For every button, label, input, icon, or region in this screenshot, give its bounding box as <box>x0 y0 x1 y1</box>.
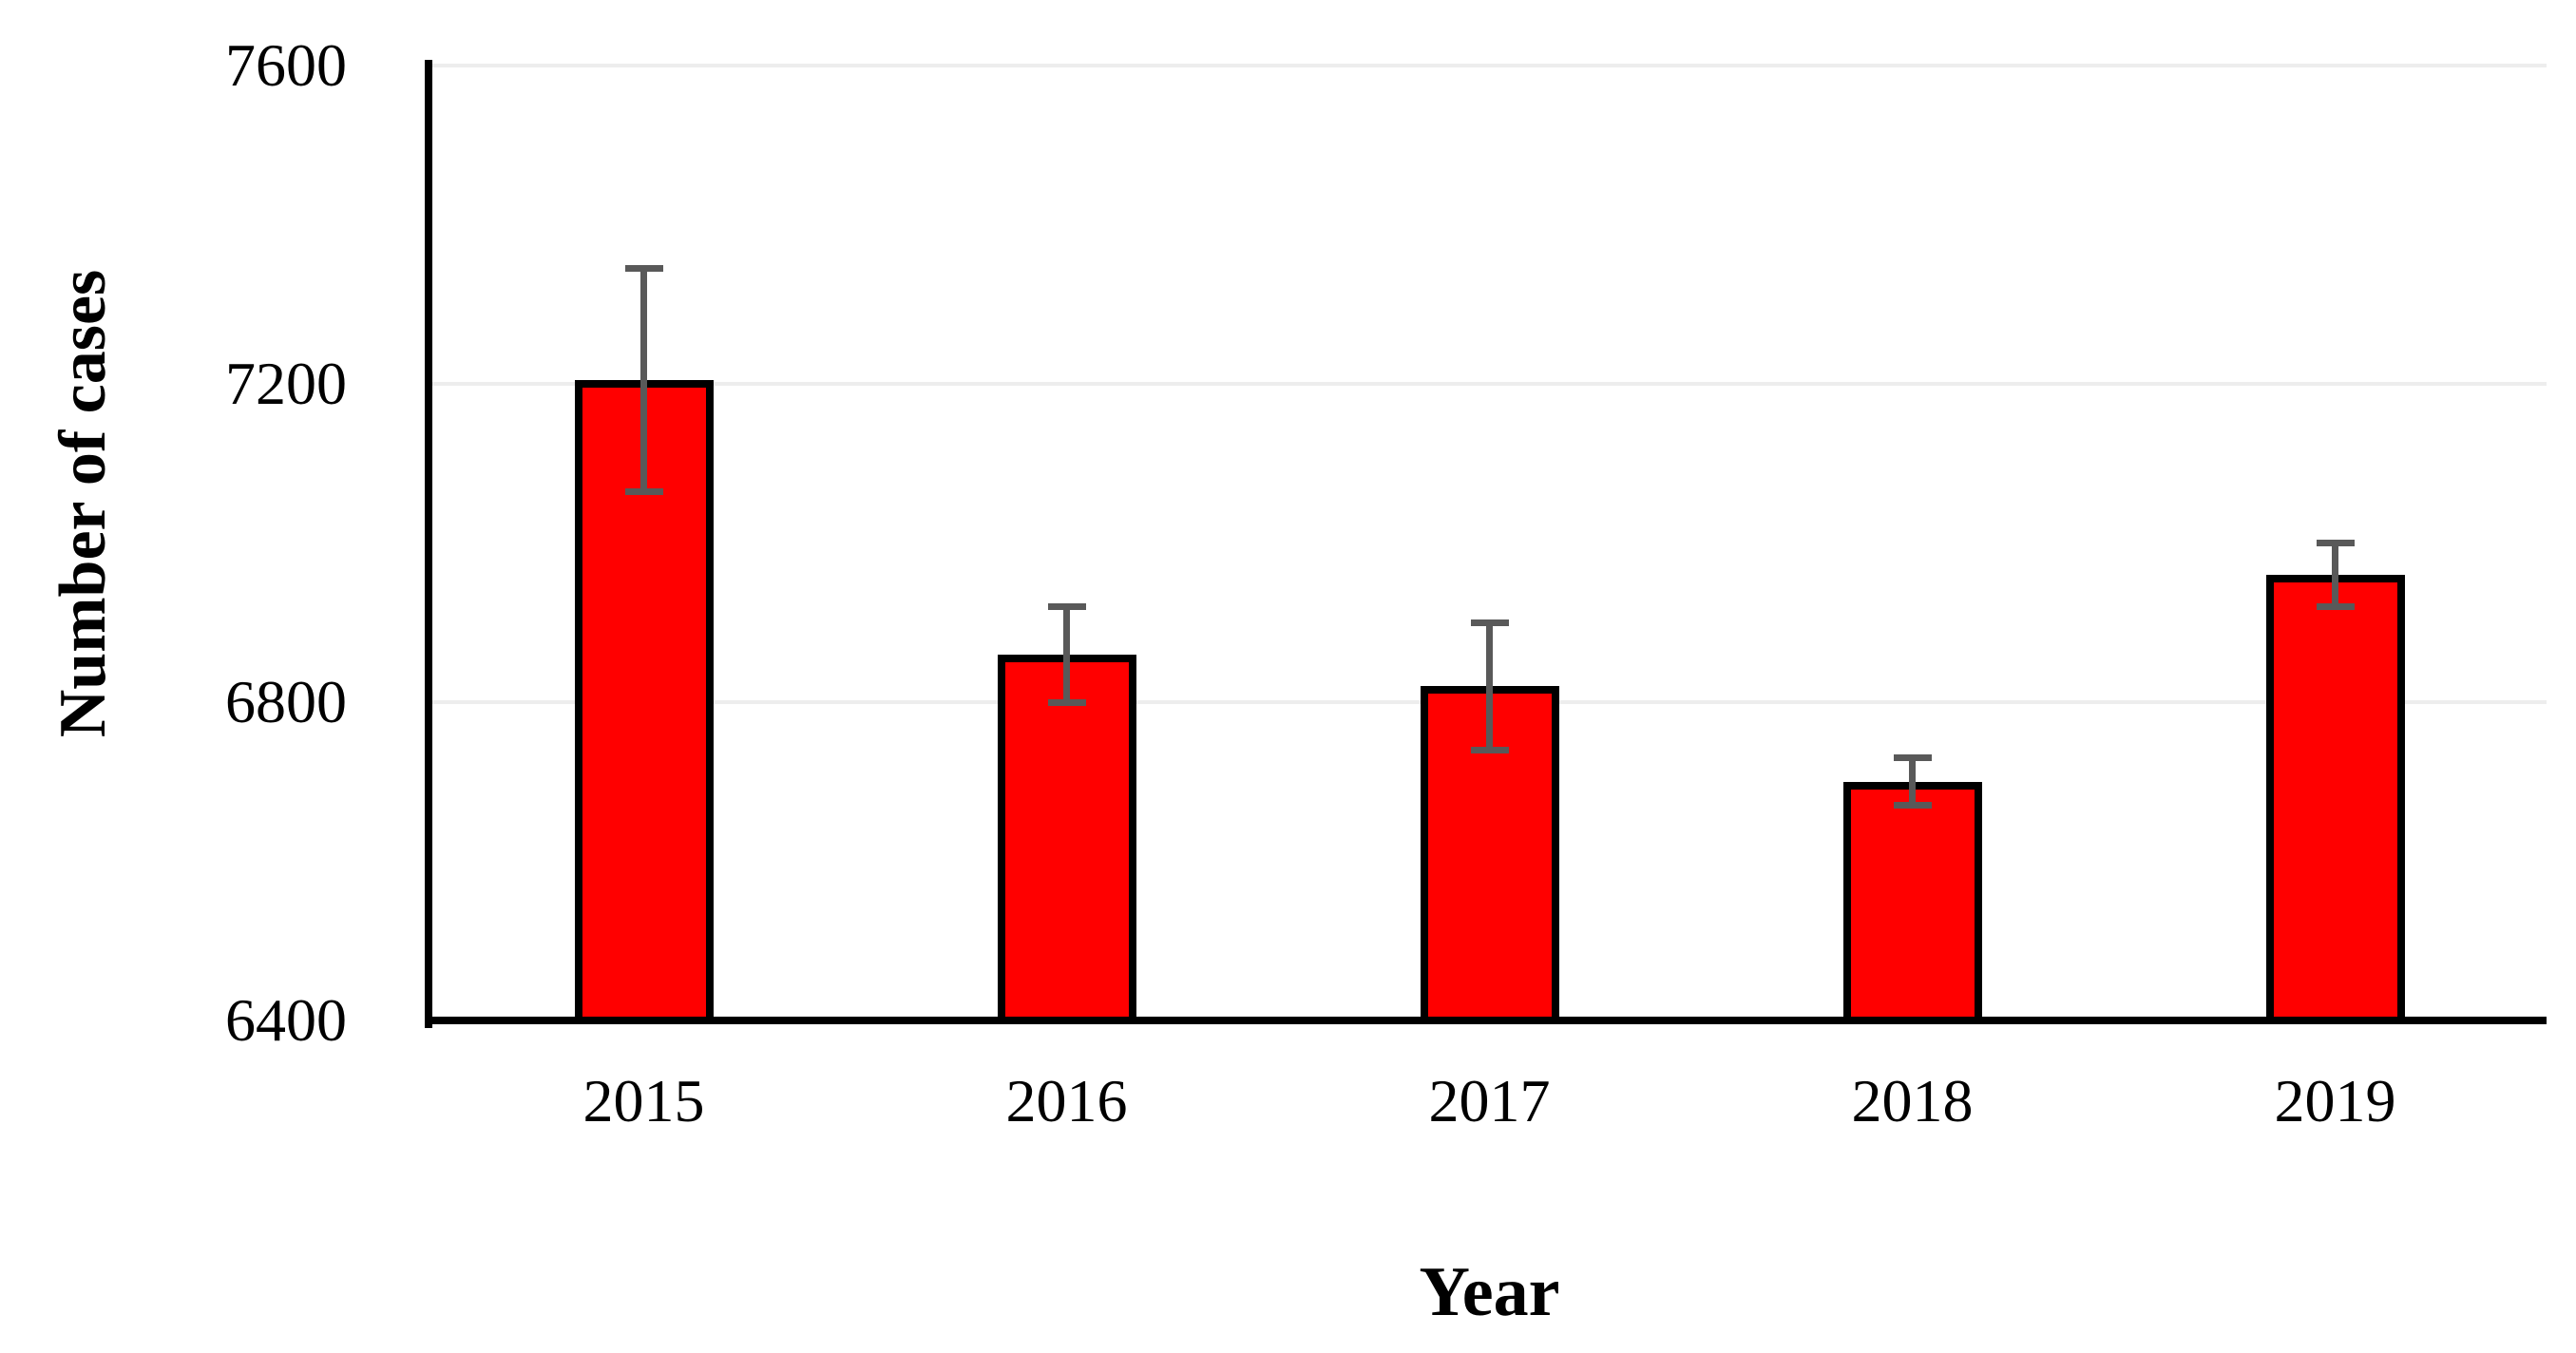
y-tick-label-6400: 6400 <box>225 986 347 1054</box>
error-bar-top-cap-2016 <box>1047 603 1086 610</box>
x-tick-label-2018: 2018 <box>1851 1067 1974 1134</box>
gridline-7200 <box>432 382 2547 386</box>
error-bar-top-cap-2019 <box>2316 540 2355 546</box>
gridline-7600 <box>432 64 2547 67</box>
error-bar-whisker-2018 <box>1909 757 1916 806</box>
error-bar-top-cap-2015 <box>624 265 663 273</box>
bar-2018 <box>1842 781 1982 1024</box>
error-bar-bottom-cap-2015 <box>624 487 663 495</box>
x-axis-line <box>425 1017 2547 1024</box>
x-tick-label-2016: 2016 <box>1005 1067 1128 1134</box>
y-tick-label-6800: 6800 <box>225 668 347 735</box>
bar-2019 <box>2265 575 2405 1024</box>
error-bar-whisker-2017 <box>1486 622 1493 751</box>
error-bar-whisker-2015 <box>640 268 647 492</box>
x-tick-label-2015: 2015 <box>582 1067 705 1134</box>
y-axis-line <box>425 60 432 1028</box>
error-bar-top-cap-2017 <box>1470 619 1509 626</box>
x-tick-label-2017: 2017 <box>1428 1067 1551 1134</box>
x-axis-title: Year <box>1419 1253 1560 1331</box>
error-bar-bottom-cap-2017 <box>1470 746 1509 753</box>
error-bar-top-cap-2018 <box>1893 754 1932 762</box>
bar-2015 <box>574 379 714 1024</box>
error-bar-bottom-cap-2018 <box>1893 802 1932 810</box>
x-tick-label-2019: 2019 <box>2274 1067 2396 1134</box>
error-bar-whisker-2016 <box>1063 606 1070 702</box>
error-bar-whisker-2019 <box>2332 543 2338 607</box>
y-tick-label-7600: 7600 <box>225 31 347 99</box>
error-bar-bottom-cap-2019 <box>2316 603 2355 610</box>
y-tick-label-7200: 7200 <box>225 350 347 417</box>
error-bar-bottom-cap-2016 <box>1047 698 1086 706</box>
bar-2016 <box>997 654 1136 1024</box>
